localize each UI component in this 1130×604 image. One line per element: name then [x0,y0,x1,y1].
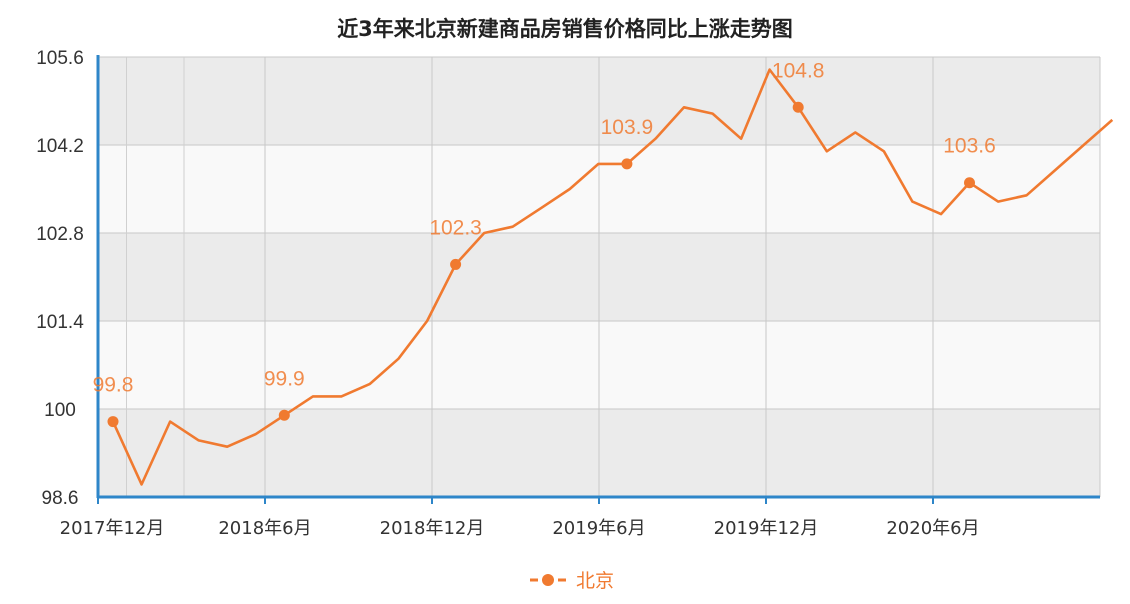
x-tick-label: 2018年6月 [218,518,311,539]
x-tick-label: 2018年12月 [380,518,485,539]
data-label: 104.8 [772,59,825,82]
y-tick-label: 104.2 [36,136,84,157]
x-tick-label: 2019年12月 [714,518,819,539]
data-label: 102.3 [429,216,482,239]
data-label: 103.6 [943,135,996,158]
data-label: 103.9 [601,116,654,139]
legend-marker-icon [542,574,554,586]
x-tick-label: 2019年6月 [552,518,645,539]
data-label: 99.8 [93,374,134,397]
data-point [792,101,804,113]
data-point [621,158,633,170]
series-beijing: 99.8 99.9 102.3 103.9 104.8 103.6 [93,59,1114,486]
y-axis-ticks: 98.6 100 101.4 102.8 104.2 105.6 [36,48,84,509]
chart-title: 近3年来北京新建商品房销售价格同比上涨走势图 [337,17,793,41]
y-tick-label: 98.6 [42,488,79,509]
data-point [964,177,975,189]
x-tick-label: 2020年6月 [886,518,979,539]
data-point [107,416,119,428]
y-tick-label: 100 [44,400,76,421]
y-tick-label: 101.4 [36,312,84,333]
data-label: 99.9 [264,367,305,390]
series-line [111,68,1114,486]
y-tick-label: 102.8 [36,224,84,245]
data-point [450,258,462,270]
x-tick-label: 2017年12月 [60,518,165,539]
data-point [278,409,290,421]
y-tick-label: 105.6 [36,48,84,69]
legend[interactable]: 北京 [530,570,614,592]
x-axis-ticks: 2017年12月 2018年6月 2018年12月 2019年6月 2019年12月 20… [60,497,980,539]
legend-label: 北京 [576,570,614,592]
